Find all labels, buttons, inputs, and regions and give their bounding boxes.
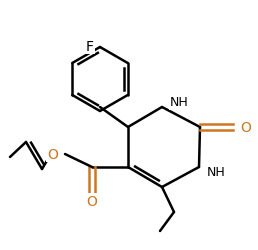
- Text: O: O: [240, 120, 251, 134]
- Text: O: O: [87, 194, 98, 208]
- Text: O: O: [47, 148, 58, 161]
- Text: F: F: [86, 40, 94, 54]
- Text: NH: NH: [170, 96, 189, 109]
- Text: NH: NH: [207, 166, 226, 179]
